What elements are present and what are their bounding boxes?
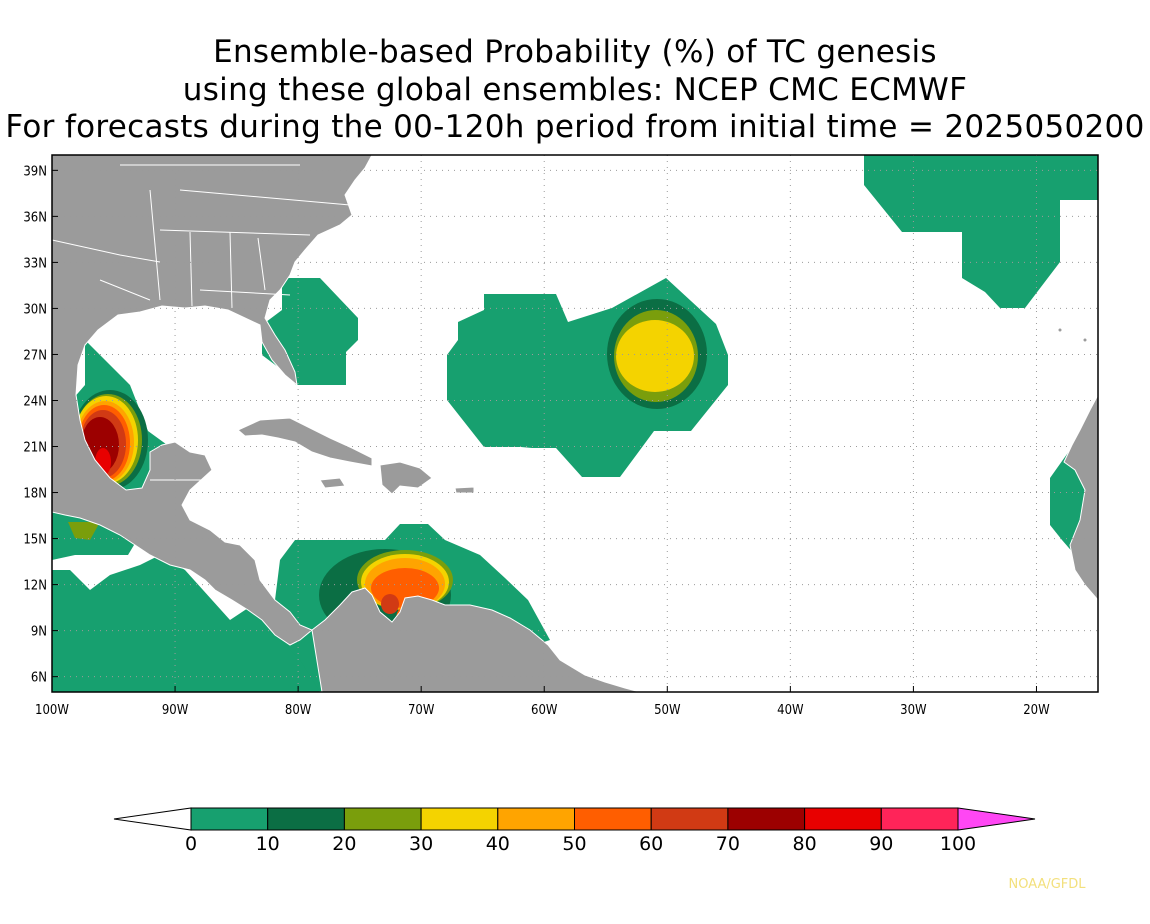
lat-tick-label: 21N xyxy=(23,441,47,456)
cuba xyxy=(237,417,373,467)
jamaica xyxy=(319,477,346,489)
genesis-area-ne-atlantic xyxy=(864,155,1098,308)
madeira xyxy=(1082,337,1088,343)
title-line-1: Ensemble-based Probability (%) of TC gen… xyxy=(213,34,937,70)
colorbar-swatch xyxy=(343,807,422,831)
hispaniola xyxy=(379,461,433,495)
colorbar-swatch xyxy=(267,807,345,831)
colorbar-label: 0 xyxy=(185,833,197,855)
lon-tick-label: 50W xyxy=(654,703,681,718)
colorbar-label: 40 xyxy=(486,833,510,855)
colorbar-label: 60 xyxy=(639,833,663,855)
north-america xyxy=(52,155,373,646)
puerto-rico xyxy=(454,486,475,494)
colorbar-swatch xyxy=(804,807,882,831)
colorbar-label: 100 xyxy=(940,833,976,855)
colorbar-under-arrow xyxy=(113,807,192,831)
colorbar-label: 70 xyxy=(716,833,740,855)
lat-tick-label: 18N xyxy=(23,487,47,502)
colorbar-label: 30 xyxy=(409,833,433,855)
lon-tick-label: 80W xyxy=(285,703,312,718)
canary-islands xyxy=(1057,327,1063,333)
colorbar-over-arrow xyxy=(957,807,1036,831)
lat-tick-label: 30N xyxy=(23,302,47,317)
lat-tick-label: 9N xyxy=(31,625,47,640)
latitude-axis: 39N 36N 33N 30N 27N 24N 21N 18N 15N 12N 9N 6N xyxy=(23,164,58,686)
caribbean-core-60-70 xyxy=(381,594,399,614)
colorbar-swatch xyxy=(880,807,959,831)
map-area xyxy=(52,155,1098,692)
land xyxy=(52,155,1098,692)
genesis-core-30-40 xyxy=(616,320,694,392)
colorbar-label: 20 xyxy=(332,833,356,855)
lat-tick-label: 12N xyxy=(23,579,47,594)
lon-tick-label: 40W xyxy=(777,703,804,718)
lon-tick-label: 30W xyxy=(900,703,927,718)
genesis-area-sw-caribbean xyxy=(52,555,320,692)
title-line-2: using these global ensembles: NCEP CMC E… xyxy=(182,72,968,108)
lat-tick-label: 39N xyxy=(23,164,47,179)
colorbar: 0 10 20 30 40 50 60 70 80 90 100 xyxy=(113,807,1036,855)
lon-tick-label: 90W xyxy=(162,703,189,718)
lat-tick-label: 24N xyxy=(23,394,47,409)
lat-tick-label: 6N xyxy=(31,671,47,686)
lon-tick-label: 70W xyxy=(408,703,435,718)
political-borders xyxy=(52,164,351,521)
lon-tick-label: 60W xyxy=(531,703,558,718)
colorbar-label: 90 xyxy=(869,833,893,855)
probability-shading xyxy=(52,155,1098,692)
colorbar-swatch xyxy=(574,807,652,831)
lon-tick-label: 100W xyxy=(35,703,69,718)
grid-lines xyxy=(52,155,1098,692)
colorbar-label: 10 xyxy=(256,833,280,855)
lat-tick-label: 33N xyxy=(23,256,47,271)
colorbar-label: 80 xyxy=(793,833,817,855)
map-frame xyxy=(51,154,1099,693)
colorbar-swatch xyxy=(650,807,729,831)
colorbar-swatch xyxy=(727,807,806,831)
title-line-3: For forecasts during the 00-120h period … xyxy=(5,109,1145,145)
colorbar-swatch xyxy=(497,807,575,831)
south-america xyxy=(311,587,641,692)
colorbar-swatch xyxy=(420,807,499,831)
colorbar-swatch xyxy=(190,807,269,831)
lat-tick-label: 15N xyxy=(23,533,47,548)
colorbar-label: 50 xyxy=(562,833,586,855)
longitude-axis: 100W 90W 80W 70W 60W 50W 40W 30W 20W xyxy=(35,686,1050,718)
east-pacific-20-30 xyxy=(68,522,100,540)
lat-tick-label: 36N xyxy=(23,210,47,225)
lon-tick-label: 20W xyxy=(1023,703,1050,718)
lat-tick-label: 27N xyxy=(23,348,47,363)
credit-text: NOAA/GFDL xyxy=(1008,877,1086,892)
